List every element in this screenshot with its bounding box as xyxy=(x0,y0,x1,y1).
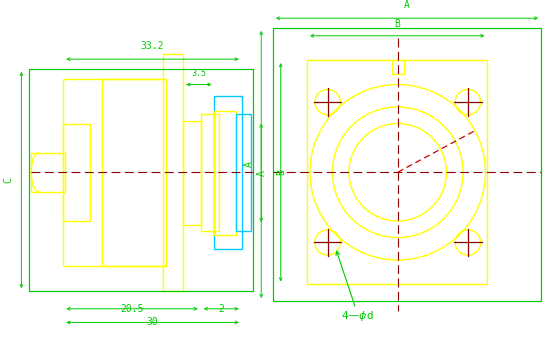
Text: 30: 30 xyxy=(147,317,158,327)
Bar xyxy=(63,123,90,221)
Text: A: A xyxy=(404,0,410,11)
Text: B: B xyxy=(276,169,286,175)
Bar xyxy=(183,121,201,225)
Bar xyxy=(29,69,253,291)
Bar xyxy=(201,114,220,231)
Bar xyxy=(273,28,541,301)
Bar xyxy=(215,111,236,235)
Bar xyxy=(215,96,242,249)
Bar xyxy=(392,60,404,74)
Text: 2: 2 xyxy=(218,304,224,314)
Text: C: C xyxy=(3,177,14,183)
Bar xyxy=(307,60,487,284)
Text: B: B xyxy=(394,19,400,29)
Bar xyxy=(63,79,166,266)
Bar xyxy=(31,153,65,192)
Text: A: A xyxy=(257,170,267,176)
Bar xyxy=(102,79,166,266)
Text: 20.5: 20.5 xyxy=(121,304,144,314)
Text: 33.2: 33.2 xyxy=(141,41,164,52)
Text: 3.5: 3.5 xyxy=(191,69,206,78)
Text: A: A xyxy=(243,161,253,167)
Text: 4—$\phi$d: 4—$\phi$d xyxy=(341,308,374,323)
Bar xyxy=(236,114,252,231)
Bar xyxy=(163,54,183,291)
